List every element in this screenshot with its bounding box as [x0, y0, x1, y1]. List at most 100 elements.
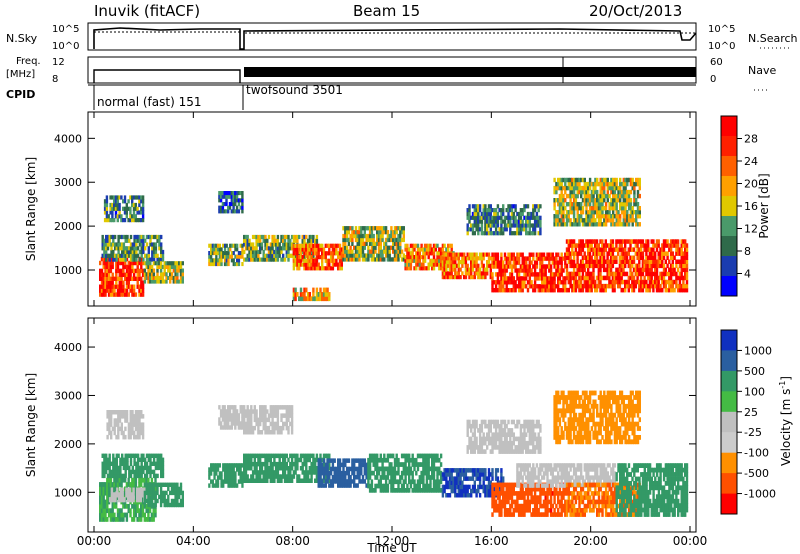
heatmap-cell	[103, 238, 106, 243]
heatmap-cell	[152, 272, 156, 277]
heatmap-cell	[613, 247, 616, 252]
heatmap-cell	[135, 465, 138, 471]
heatmap-cell	[361, 253, 365, 258]
heatmap-cell	[331, 458, 335, 463]
heatmap-cell	[161, 494, 165, 500]
heatmap-cell	[645, 247, 648, 252]
heatmap-cell	[102, 482, 105, 487]
heatmap-cell	[253, 453, 256, 459]
heatmap-cell	[243, 405, 246, 410]
heatmap-cell	[353, 466, 356, 472]
heatmap-cell	[122, 477, 125, 483]
heatmap-cell	[306, 251, 310, 256]
heatmap-cell	[219, 191, 223, 196]
heatmap-cell	[147, 257, 150, 262]
heatmap-cell	[211, 258, 214, 263]
heatmap-cell	[408, 251, 411, 256]
heatmap-cell	[470, 252, 473, 257]
heatmap-cell	[592, 193, 595, 199]
heatmap-cell	[132, 508, 136, 514]
heatmap-cell	[473, 263, 476, 268]
heatmap-cell	[138, 238, 142, 243]
heatmap-cell	[303, 234, 306, 240]
heatmap-cell	[594, 202, 597, 207]
heatmap-cell	[622, 263, 625, 269]
heatmap-cell	[167, 261, 170, 266]
heatmap-cell	[555, 198, 558, 203]
heatmap-cell	[337, 470, 340, 476]
heatmap-cell	[218, 463, 221, 468]
heatmap-cell	[669, 271, 673, 277]
heatmap-cell	[228, 405, 232, 410]
heatmap-cell	[596, 189, 599, 195]
heatmap-cell	[147, 477, 150, 483]
heatmap-cell	[100, 256, 104, 262]
heatmap-cell	[400, 257, 404, 262]
heatmap-cell	[523, 276, 526, 281]
heatmap-cell	[328, 458, 331, 463]
heatmap-cell	[103, 249, 106, 255]
heatmap-cell	[329, 255, 333, 260]
heatmap-cell	[620, 206, 624, 211]
heatmap-cell	[103, 469, 106, 475]
heatmap-cell	[567, 185, 570, 191]
heatmap-cell	[156, 257, 159, 262]
heatmap-cell	[634, 263, 637, 269]
heatmap-cell	[117, 414, 120, 419]
heatmap-cell	[140, 249, 143, 255]
heatmap-cell	[684, 251, 687, 256]
heatmap-cell	[624, 243, 627, 248]
heatmap-cell	[138, 512, 141, 518]
heatmap-cell	[308, 251, 311, 256]
heatmap-cell	[136, 497, 139, 503]
heatmap-cell	[347, 230, 351, 235]
heatmap-cell	[521, 227, 524, 232]
heatmap-cell	[404, 266, 407, 271]
heatmap-cell	[592, 279, 595, 285]
heatmap-cell	[558, 256, 562, 261]
heatmap-cell	[525, 231, 528, 236]
heatmap-cell	[315, 478, 319, 483]
heatmap-cell	[530, 280, 533, 285]
heatmap-cell	[535, 252, 539, 257]
heatmap-cell	[289, 478, 292, 483]
heatmap-cell	[250, 474, 253, 479]
heatmap-cell	[105, 238, 108, 243]
heatmap-cell	[587, 243, 590, 248]
heatmap-cell	[135, 249, 138, 255]
heatmap-cell	[220, 483, 223, 488]
heatmap-cell	[635, 218, 638, 223]
date-label: 20/Oct/2013	[589, 2, 682, 20]
heatmap-cell	[230, 251, 234, 256]
heatmap-cell	[585, 185, 588, 191]
heatmap-cell	[680, 247, 683, 252]
heatmap-cell	[365, 253, 368, 258]
heatmap-cell	[602, 247, 606, 252]
heatmap-cell	[376, 257, 379, 262]
heatmap-cell	[121, 257, 124, 262]
heatmap-cell	[564, 206, 567, 211]
heatmap-cell	[115, 461, 118, 466]
heatmap-cell	[321, 266, 324, 271]
heatmap-cell	[475, 260, 478, 265]
heatmap-cell	[145, 257, 149, 262]
heatmap-cell	[620, 251, 623, 256]
heatmap-cell	[342, 226, 345, 231]
heatmap-cell	[602, 283, 606, 289]
heatmap-cell	[169, 279, 172, 284]
heatmap-cell	[680, 259, 683, 264]
heatmap-cell	[650, 283, 653, 289]
heatmap-cell	[503, 272, 507, 277]
heatmap-cell	[331, 258, 335, 263]
heatmap-cell	[555, 214, 558, 219]
heatmap-cell	[154, 477, 157, 483]
heatmap-cell	[283, 246, 287, 251]
heatmap-cell	[136, 210, 139, 215]
heatmap-cell	[241, 191, 244, 196]
heatmap-cell	[372, 241, 375, 246]
heatmap-cell	[487, 260, 491, 265]
heatmap-cell	[475, 208, 478, 213]
heatmap-cell	[597, 275, 600, 281]
heatmap-cell	[609, 271, 613, 277]
heatmap-cell	[535, 211, 539, 217]
